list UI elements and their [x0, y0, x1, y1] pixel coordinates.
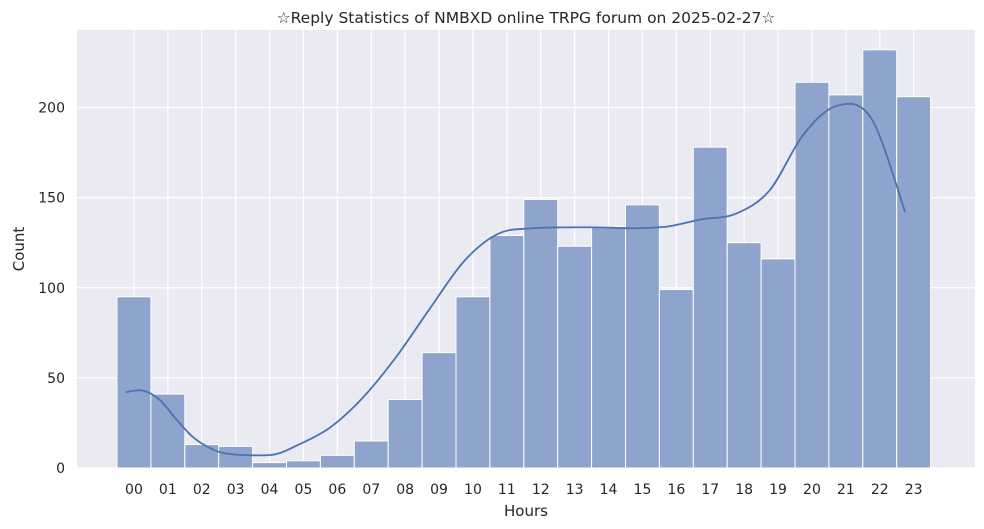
- y-tick-label: 0: [56, 461, 65, 477]
- y-tick-labels: 0 50 100 150 200: [38, 101, 65, 477]
- x-tick-label: 01: [159, 482, 177, 498]
- histogram-bar-14: [591, 225, 626, 469]
- histogram-bar-07: [353, 440, 389, 469]
- x-tick-label: 02: [193, 482, 211, 498]
- histogram-bar-06: [319, 454, 355, 469]
- x-tick-label: 14: [600, 482, 618, 498]
- bar-layer: [116, 49, 932, 469]
- y-tick-label: 200: [38, 101, 65, 117]
- x-tick-label: 19: [769, 482, 787, 498]
- histogram-bar-00: [116, 296, 152, 469]
- y-tick-label: 100: [38, 281, 65, 297]
- histogram-bar-11: [489, 234, 525, 469]
- histogram-bar-02: [184, 444, 220, 469]
- histogram-bar-04: [252, 462, 288, 469]
- x-tick-label: 11: [498, 482, 516, 498]
- kde-density-line: [125, 102, 907, 457]
- x-tick-label: 04: [261, 482, 279, 498]
- x-tick-label: 17: [701, 482, 719, 498]
- chart-title: ☆Reply Statistics of NMBXD online TRPG f…: [277, 9, 776, 27]
- histogram-bar-01: [150, 393, 186, 469]
- histogram-bar-15: [625, 204, 660, 469]
- x-axis-label: Hours: [504, 502, 548, 520]
- x-tick-label: 09: [430, 482, 448, 498]
- x-tick-label: 05: [295, 482, 313, 498]
- x-tick-label: 22: [871, 482, 889, 498]
- histogram-bar-09: [421, 352, 457, 469]
- x-tick-label: 16: [667, 482, 685, 498]
- kde-layer: [125, 102, 907, 457]
- x-tick-label: 08: [396, 482, 414, 498]
- x-tick-label: 21: [837, 482, 855, 498]
- histogram-bar-05: [286, 460, 321, 469]
- histogram-bar-21: [828, 94, 864, 469]
- histogram-bar-20: [794, 81, 830, 469]
- histogram-bar-23: [896, 96, 932, 469]
- histogram-bar-22: [862, 49, 898, 469]
- x-tick-label: 00: [125, 482, 143, 498]
- y-tick-label: 50: [47, 371, 65, 387]
- histogram-bar-19: [760, 258, 796, 469]
- y-tick-label: 150: [38, 191, 65, 207]
- x-tick-label: 13: [566, 482, 584, 498]
- x-tick-label: 15: [634, 482, 652, 498]
- x-tick-label: 07: [362, 482, 380, 498]
- x-tick-label: 12: [532, 482, 550, 498]
- y-axis-label: Count: [10, 227, 28, 272]
- x-tick-label: 06: [328, 482, 346, 498]
- histogram-bar-16: [658, 289, 694, 469]
- x-tick-label: 03: [227, 482, 245, 498]
- histogram-bar-10: [455, 296, 491, 469]
- x-tick-label: 18: [735, 482, 753, 498]
- x-tick-labels: 00 01 02 03 04 05 06 07 08 09 10 11 12 13 14 15 16 17 18 19…: [125, 482, 923, 498]
- x-tick-label: 10: [464, 482, 482, 498]
- histogram-bar-13: [557, 245, 593, 469]
- histogram-bar-03: [218, 445, 254, 469]
- histogram-bar-17: [692, 146, 728, 469]
- histogram-bar-18: [726, 242, 762, 469]
- histogram-bar-12: [523, 198, 559, 469]
- histogram-bar-08: [387, 399, 423, 469]
- x-tick-label: 20: [803, 482, 821, 498]
- x-tick-label: 23: [905, 482, 923, 498]
